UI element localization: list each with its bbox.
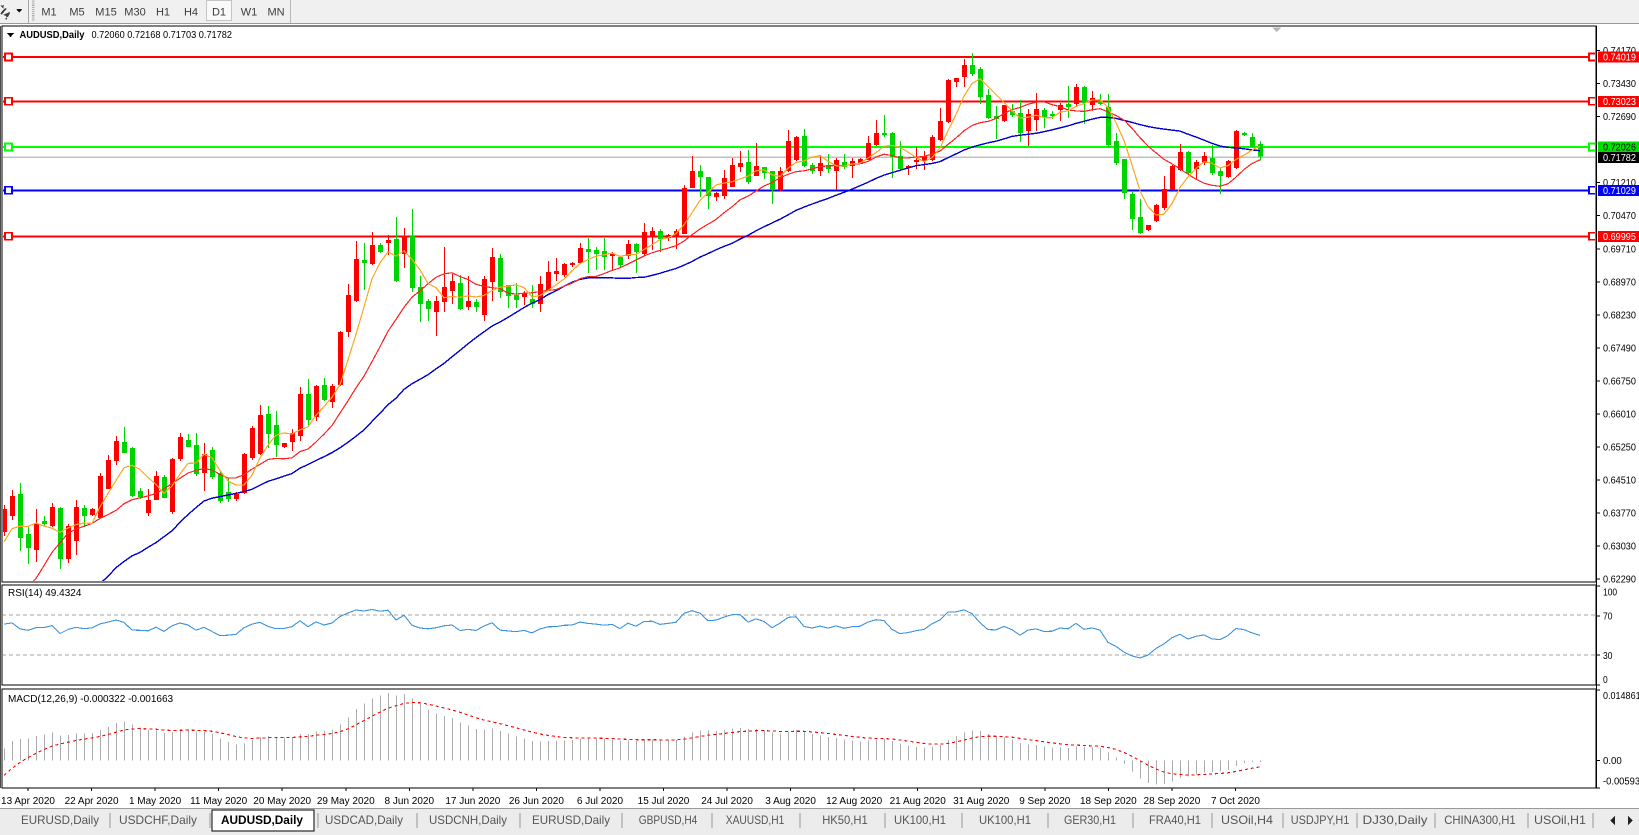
svg-text:USOil,H1: USOil,H1 <box>1534 814 1586 827</box>
svg-text:AUDUSD,Daily: AUDUSD,Daily <box>20 30 85 41</box>
svg-text:20 May 2020: 20 May 2020 <box>253 796 311 807</box>
svg-text:0.66750: 0.66750 <box>1603 377 1636 388</box>
svg-text:0.00: 0.00 <box>1603 756 1622 767</box>
svg-text:0.74019: 0.74019 <box>1603 53 1636 64</box>
svg-text:0.72690: 0.72690 <box>1603 112 1636 123</box>
svg-text:M15: M15 <box>95 7 116 19</box>
svg-text:HK50,H1: HK50,H1 <box>822 814 868 827</box>
svg-text:RSI(14) 49.4324: RSI(14) 49.4324 <box>8 588 82 599</box>
svg-text:EURUSD,Daily: EURUSD,Daily <box>21 814 99 827</box>
svg-text:H1: H1 <box>156 7 170 19</box>
svg-text:0.65250: 0.65250 <box>1603 443 1636 454</box>
svg-text:70: 70 <box>1603 612 1613 623</box>
svg-text:0.69710: 0.69710 <box>1603 245 1636 256</box>
svg-text:0.014861: 0.014861 <box>1603 691 1639 702</box>
svg-text:31 Aug 2020: 31 Aug 2020 <box>953 796 1010 807</box>
svg-text:0.71029: 0.71029 <box>1603 186 1636 197</box>
svg-text:GER30,H1: GER30,H1 <box>1064 814 1116 827</box>
svg-text:9 Sep 2020: 9 Sep 2020 <box>1019 796 1071 807</box>
svg-text:21 Aug 2020: 21 Aug 2020 <box>890 796 947 807</box>
svg-text:22 Apr 2020: 22 Apr 2020 <box>65 796 119 807</box>
svg-text:MN: MN <box>267 7 284 19</box>
svg-text:0.72060 0.72168 0.71703 0.7178: 0.72060 0.72168 0.71703 0.71782 <box>92 30 233 41</box>
svg-text:0.70470: 0.70470 <box>1603 211 1636 222</box>
svg-text:0.73430: 0.73430 <box>1603 79 1636 90</box>
svg-text:8 Jun 2020: 8 Jun 2020 <box>385 796 435 807</box>
svg-text:12 Aug 2020: 12 Aug 2020 <box>826 796 883 807</box>
svg-text:H4: H4 <box>184 7 198 19</box>
svg-text:13 Apr 2020: 13 Apr 2020 <box>1 796 55 807</box>
svg-text:USOil,H4: USOil,H4 <box>1221 814 1274 827</box>
svg-text:0.68970: 0.68970 <box>1603 278 1636 289</box>
svg-text:3 Aug 2020: 3 Aug 2020 <box>765 796 816 807</box>
svg-text:0.64510: 0.64510 <box>1603 476 1636 487</box>
svg-text:7 Oct 2020: 7 Oct 2020 <box>1211 796 1260 807</box>
svg-text:0.68230: 0.68230 <box>1603 311 1636 322</box>
svg-text:1 May 2020: 1 May 2020 <box>129 796 182 807</box>
svg-text:0.73023: 0.73023 <box>1603 97 1636 108</box>
svg-text:26 Jun 2020: 26 Jun 2020 <box>509 796 564 807</box>
svg-text:XAUUSD,H1: XAUUSD,H1 <box>726 814 785 827</box>
svg-text:0: 0 <box>1603 675 1608 686</box>
svg-text:29 May 2020: 29 May 2020 <box>317 796 375 807</box>
svg-text:GBPUSD,H4: GBPUSD,H4 <box>639 814 698 827</box>
svg-text:CHINA300,H1: CHINA300,H1 <box>1444 814 1516 827</box>
svg-text:100: 100 <box>1603 588 1617 599</box>
svg-text:USDCHF,Daily: USDCHF,Daily <box>119 814 197 827</box>
svg-text:0.69995: 0.69995 <box>1603 232 1636 243</box>
svg-text:0.63770: 0.63770 <box>1603 509 1636 520</box>
svg-text:30: 30 <box>1603 651 1613 662</box>
svg-text:18 Sep 2020: 18 Sep 2020 <box>1080 796 1137 807</box>
svg-text:0.71210: 0.71210 <box>1603 178 1636 189</box>
svg-text:M30: M30 <box>124 7 145 19</box>
svg-text:M1: M1 <box>41 7 56 19</box>
svg-text:UK100,H1: UK100,H1 <box>979 814 1031 827</box>
svg-text:6 Jul 2020: 6 Jul 2020 <box>577 796 624 807</box>
svg-text:MACD(12,26,9) -0.000322 -0.001: MACD(12,26,9) -0.000322 -0.001663 <box>8 694 174 705</box>
svg-text:28 Sep 2020: 28 Sep 2020 <box>1144 796 1201 807</box>
svg-text:17 Jun 2020: 17 Jun 2020 <box>445 796 500 807</box>
svg-text:24 Jul 2020: 24 Jul 2020 <box>701 796 753 807</box>
svg-text:UK100,H1: UK100,H1 <box>894 814 946 827</box>
svg-text:USDJPY,H1: USDJPY,H1 <box>1291 814 1350 827</box>
svg-text:EURUSD,Daily: EURUSD,Daily <box>532 814 610 827</box>
svg-text:0.66010: 0.66010 <box>1603 410 1636 421</box>
svg-text:-0.005938: -0.005938 <box>1603 777 1639 788</box>
svg-text:11 May 2020: 11 May 2020 <box>190 796 248 807</box>
svg-text:D1: D1 <box>212 7 226 19</box>
svg-text:USDCAD,Daily: USDCAD,Daily <box>325 814 403 827</box>
svg-text:W1: W1 <box>241 7 258 19</box>
svg-text:0.71782: 0.71782 <box>1603 153 1636 164</box>
svg-text:DJ30,Daily: DJ30,Daily <box>1363 814 1428 827</box>
svg-text:0.62290: 0.62290 <box>1603 575 1636 586</box>
svg-text:AUDUSD,Daily: AUDUSD,Daily <box>221 814 303 827</box>
svg-text:0.63030: 0.63030 <box>1603 542 1636 553</box>
svg-text:FRA40,H1: FRA40,H1 <box>1149 814 1201 827</box>
svg-text:USDCNH,Daily: USDCNH,Daily <box>429 814 507 827</box>
svg-text:0.67490: 0.67490 <box>1603 344 1636 355</box>
svg-text:M5: M5 <box>69 7 84 19</box>
svg-text:0.72026: 0.72026 <box>1603 143 1636 154</box>
svg-text:15 Jul 2020: 15 Jul 2020 <box>638 796 690 807</box>
